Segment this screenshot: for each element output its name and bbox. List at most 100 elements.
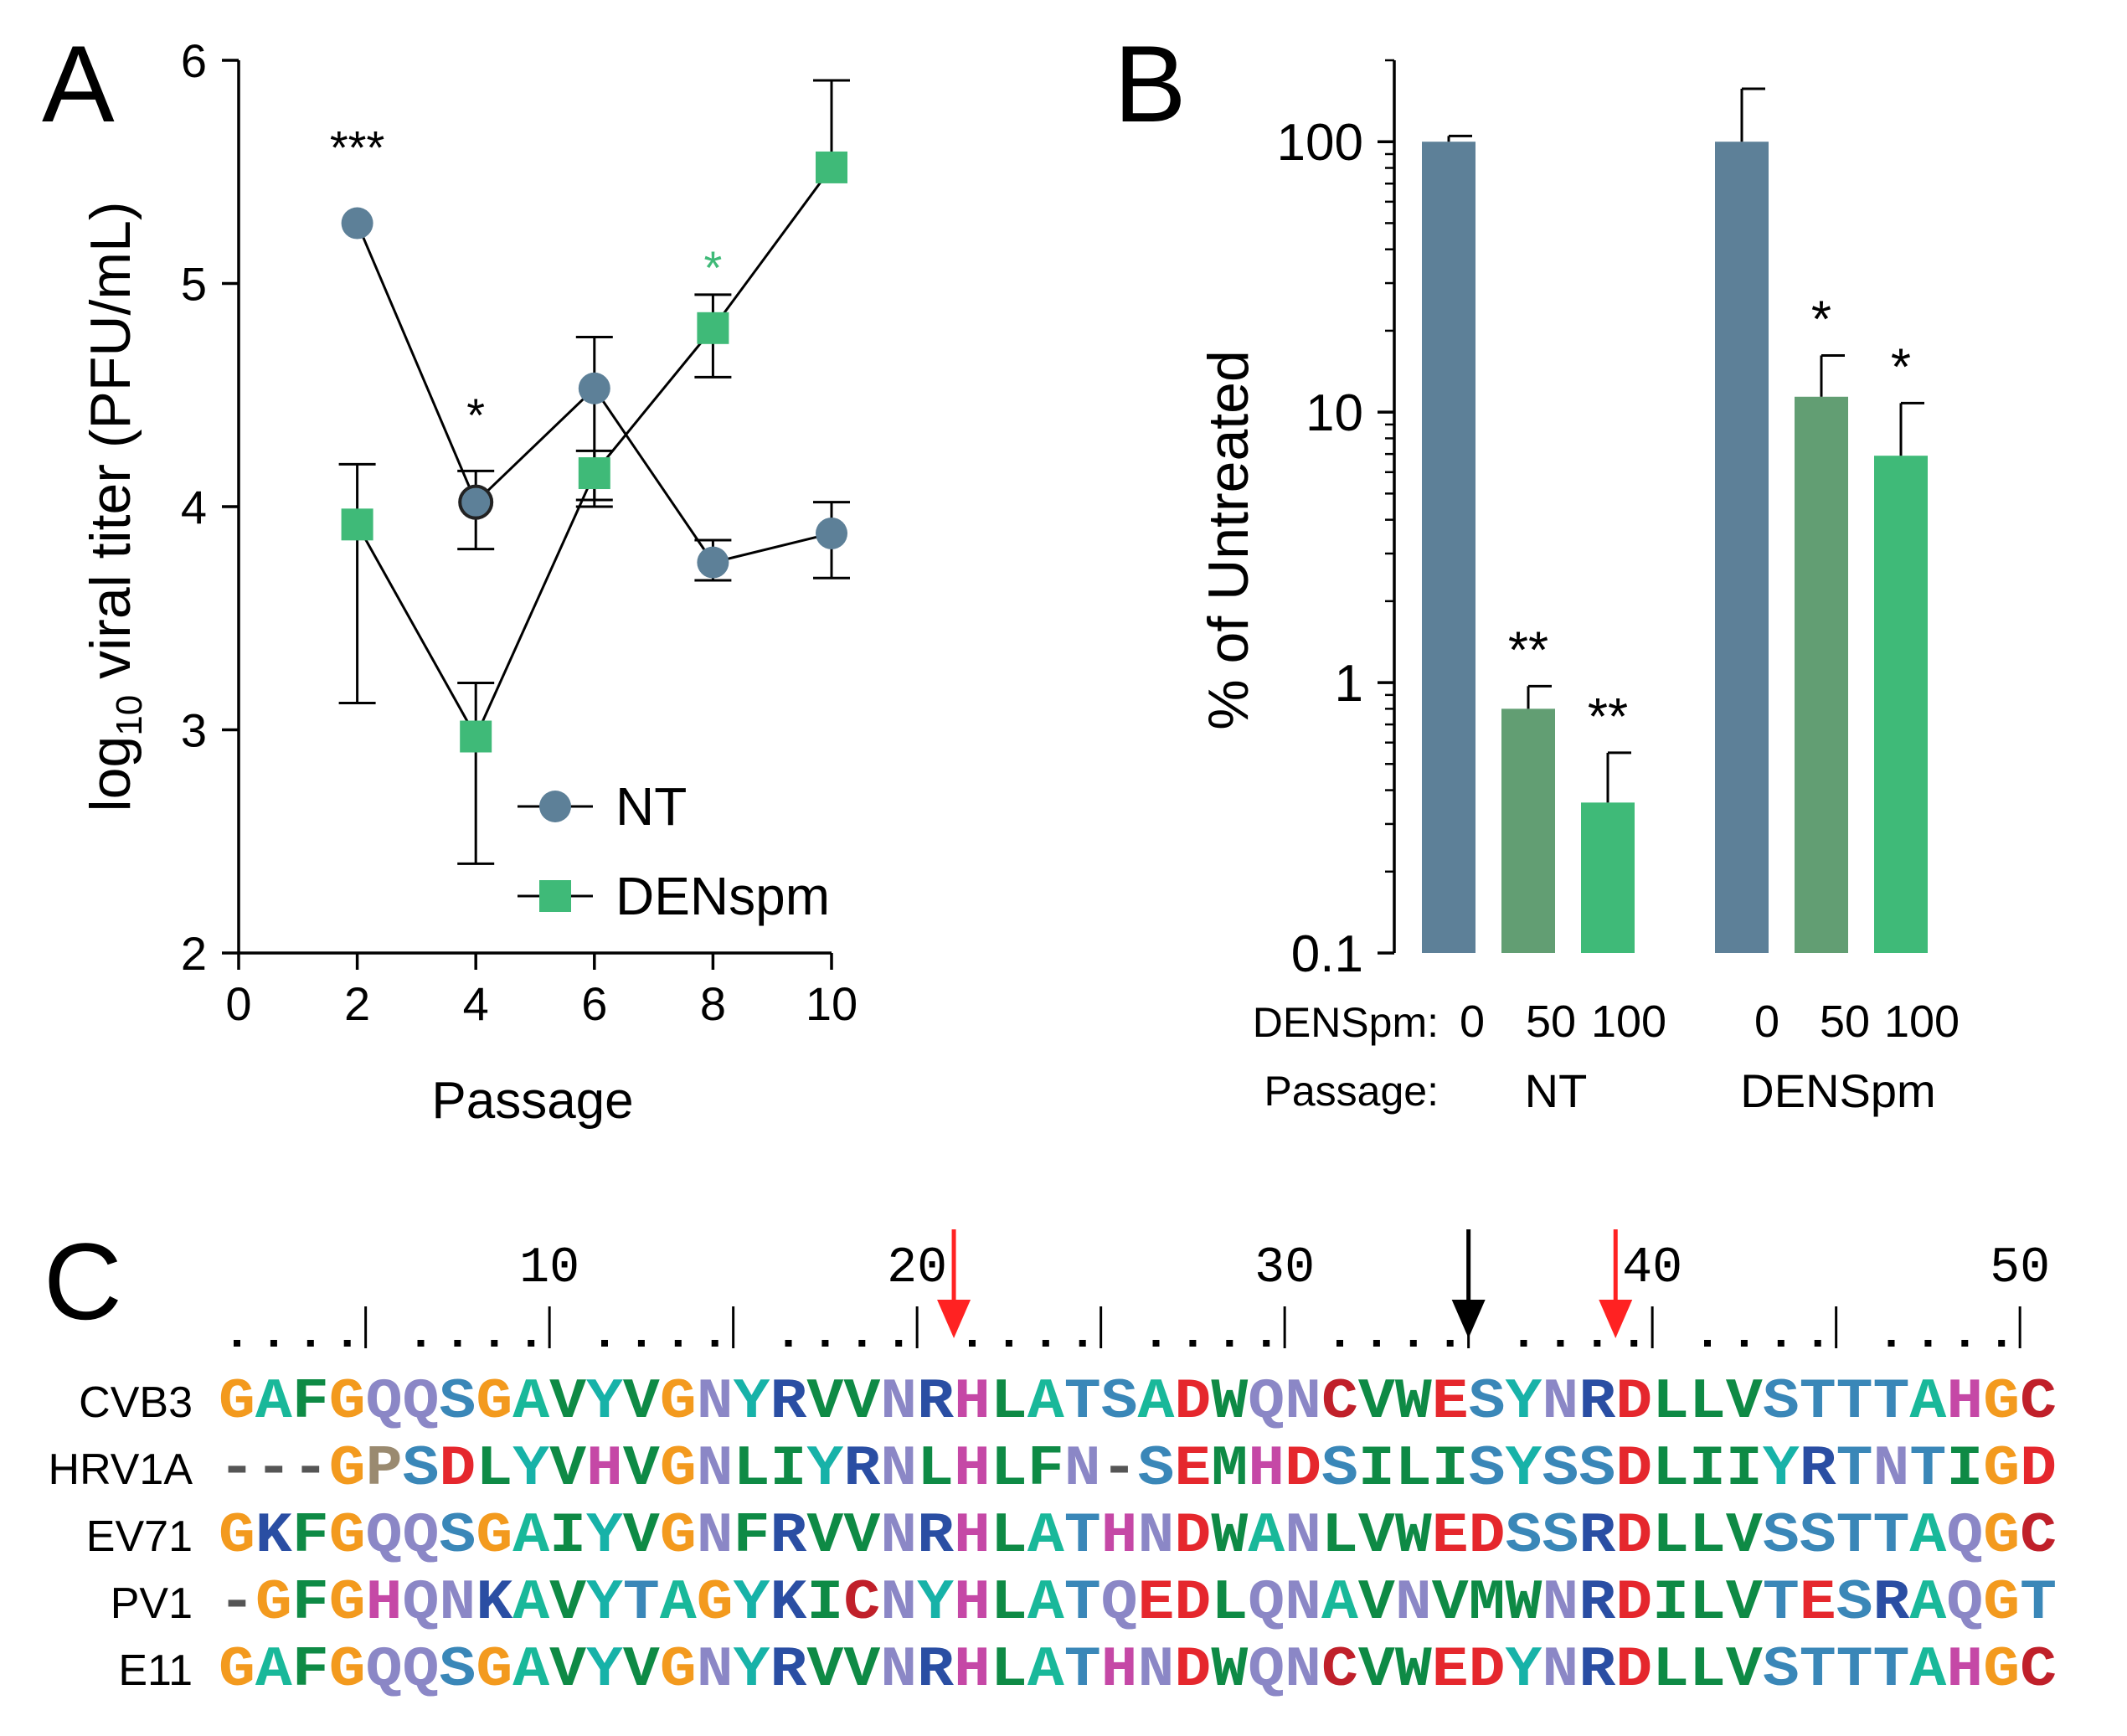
- residue: T: [1763, 1571, 1800, 1636]
- residue: -: [219, 1571, 255, 1636]
- residue: W: [1395, 1370, 1432, 1435]
- bar-group-label: DENSpm: [1740, 1064, 1935, 1117]
- panel-b-passage-row-label: Passage:: [1264, 1068, 1439, 1115]
- ruler-dot: [234, 1340, 240, 1347]
- residue: D: [1615, 1638, 1652, 1703]
- residue: E: [1432, 1370, 1469, 1435]
- residue: N: [880, 1571, 917, 1636]
- residue: N: [697, 1370, 734, 1435]
- residue: L: [1321, 1504, 1358, 1569]
- residue: A: [1909, 1504, 1946, 1569]
- panel-a-ylabel: log10 viral titer (PFU/mL): [79, 201, 150, 811]
- panel-a-x-tick-label: 10: [806, 977, 857, 1030]
- residue: A: [1909, 1370, 1946, 1435]
- residue: V: [549, 1370, 586, 1435]
- bar-significance: **: [1508, 621, 1548, 679]
- panel-a-y-tick-label: 2: [181, 927, 207, 980]
- residue: S: [1542, 1437, 1579, 1502]
- residue: N: [1138, 1638, 1175, 1703]
- residue: L: [917, 1437, 954, 1502]
- residue: H: [954, 1571, 991, 1636]
- residue: A: [1027, 1638, 1064, 1703]
- ruler-dot: [1998, 1340, 2006, 1347]
- data-point-denspm: [697, 312, 729, 344]
- ruler-dot: [1814, 1340, 1821, 1347]
- residue: W: [1211, 1370, 1248, 1435]
- sequence-name: CVB3: [79, 1378, 193, 1427]
- residue: Q: [403, 1571, 440, 1636]
- sequence-residues: -GFGHQNKAVYTAGYKICNYHLATQEDLQNAVNVMWNRDI…: [219, 1571, 2057, 1636]
- residue: Q: [403, 1370, 440, 1435]
- residue: I: [1726, 1437, 1763, 1502]
- ruler-dot: [711, 1340, 718, 1347]
- panel-b-group-labels: NT DENSpm: [1525, 1064, 1936, 1117]
- residue: L: [1652, 1370, 1689, 1435]
- residue: V: [806, 1370, 843, 1435]
- residue: R: [1800, 1437, 1836, 1502]
- residue: V: [549, 1638, 586, 1703]
- bar-category-label: 0: [1754, 997, 1779, 1047]
- residue: A: [512, 1571, 549, 1636]
- residue: S: [1763, 1638, 1800, 1703]
- residue: D: [1174, 1504, 1211, 1569]
- residue: L: [991, 1571, 1027, 1636]
- panel-a-x-tick-label: 0: [225, 977, 251, 1030]
- residue: A: [1248, 1504, 1285, 1569]
- panel-b-y-tick-label: 100: [1277, 114, 1363, 172]
- residue: D: [1615, 1370, 1652, 1435]
- residue: D: [1615, 1437, 1652, 1502]
- residue: G: [1983, 1370, 2020, 1435]
- panel-a-ylabel-sub: 10: [109, 695, 150, 736]
- residue: Q: [1946, 1571, 1983, 1636]
- ruler-dot: [270, 1340, 277, 1347]
- residue: R: [843, 1437, 880, 1502]
- residue: N: [1542, 1370, 1579, 1435]
- residue: G: [329, 1504, 366, 1569]
- residue: K: [476, 1571, 512, 1636]
- residue: R: [1873, 1571, 1910, 1636]
- data-point-denspm: [578, 457, 610, 490]
- residue: T: [1836, 1504, 1873, 1569]
- residue: N: [1285, 1370, 1321, 1435]
- residue: D: [1174, 1638, 1211, 1703]
- panel-b-category-labels: 0 50 100 0 50 100: [1460, 997, 1960, 1047]
- bar-category-label: 100: [1591, 997, 1666, 1047]
- residue: Y: [806, 1437, 843, 1502]
- data-point-nt: [816, 517, 847, 549]
- residue: H: [954, 1437, 991, 1502]
- residue: M: [1211, 1437, 1248, 1502]
- residue: S: [1800, 1504, 1836, 1569]
- residue: T: [2020, 1571, 2057, 1636]
- residue: Q: [403, 1504, 440, 1569]
- residue: V: [1358, 1504, 1395, 1569]
- sequence-name: E11: [118, 1646, 193, 1695]
- residue: R: [917, 1638, 954, 1703]
- panel-b-y-tick-label: 10: [1306, 384, 1363, 442]
- residue: N: [880, 1437, 917, 1502]
- residue: D: [439, 1437, 476, 1502]
- residue: G: [476, 1370, 512, 1435]
- residue: Y: [734, 1638, 770, 1703]
- residue: S: [1506, 1504, 1542, 1569]
- sequence-residues: GAFGQQSGAVYVGNYRVVNRHLATSADWQNCVWESYNRDL…: [219, 1370, 2057, 1435]
- residue: H: [1946, 1370, 1983, 1435]
- residue: G: [1983, 1638, 2020, 1703]
- residue: K: [770, 1571, 807, 1636]
- residue: T: [1800, 1370, 1836, 1435]
- residue: G: [476, 1638, 512, 1703]
- panel-a-y-tick-label: 3: [181, 704, 207, 757]
- residue: C: [2020, 1638, 2057, 1703]
- residue: V: [623, 1370, 660, 1435]
- ruler-dot: [1961, 1340, 1969, 1347]
- red-arrow-head: [937, 1300, 971, 1338]
- residue: H: [366, 1571, 403, 1636]
- residue: A: [1321, 1571, 1358, 1636]
- residue: D: [1469, 1504, 1506, 1569]
- ruler-dot: [528, 1340, 535, 1347]
- bar-category-label: 100: [1884, 997, 1960, 1047]
- data-point-denspm: [341, 508, 373, 541]
- residue: W: [1395, 1638, 1432, 1703]
- residue: E: [1174, 1437, 1211, 1502]
- residue: N: [880, 1504, 917, 1569]
- residue: N: [1285, 1638, 1321, 1703]
